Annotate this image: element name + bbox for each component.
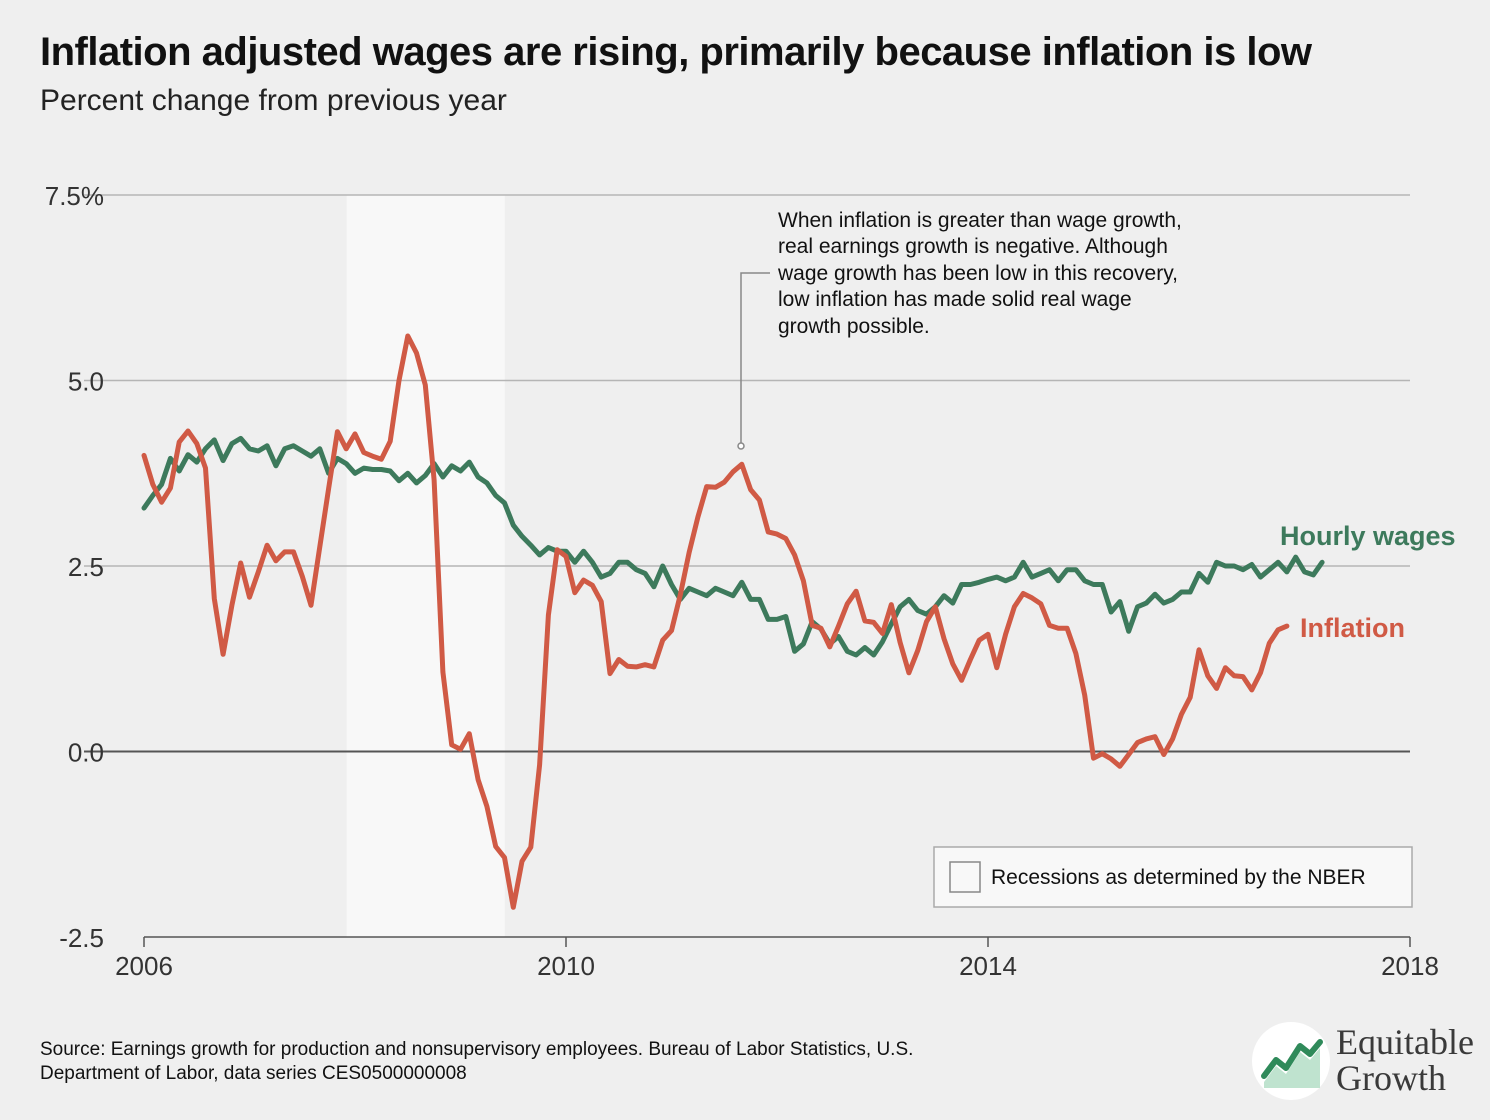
annotation-line-2: real earnings growth is negative. Althou… — [778, 235, 1168, 258]
series-line-inflation — [141, 333, 1290, 910]
logo-wordmark: Equitable Growth — [1336, 1024, 1474, 1096]
annotation: When inflation is greater than wage grow… — [737, 209, 1182, 450]
logo-text-line-1: Equitable — [1336, 1022, 1474, 1062]
source-line-2: Department of Labor, data series CES0500… — [40, 1063, 467, 1084]
y-tick-label-3: 5.0 — [68, 367, 104, 397]
annotation-line-3: wage growth has been low in this recover… — [777, 262, 1178, 285]
logo-chart-icon — [1252, 1022, 1330, 1100]
legend-recession-swatch — [949, 861, 981, 893]
annotation-line-1: When inflation is greater than wage grow… — [778, 209, 1182, 232]
series-label-wages: Hourly wages — [1280, 521, 1456, 551]
y-tick-label-2: 2.5 — [68, 552, 104, 582]
legend: Recessions as determined by the NBER — [933, 846, 1413, 908]
legend-recession-label: Recessions as determined by the NBER — [991, 866, 1366, 889]
source-line-1: Source: Earnings growth for production a… — [40, 1039, 914, 1060]
equitable-growth-logo: Equitable Growth — [1252, 1018, 1488, 1104]
y-tick-label-4: 7.5% — [45, 181, 104, 211]
series-label-inflation: Inflation — [1300, 613, 1405, 643]
x-tick-label-0: 2006 — [115, 951, 173, 981]
legend-box — [933, 846, 1413, 908]
series-labels: Hourly wages Inflation — [1280, 521, 1456, 643]
chart-title: Inflation adjusted wages are rising, pri… — [40, 30, 1312, 74]
gridlines — [84, 194, 1411, 947]
annotation-line-5: growth possible. — [778, 315, 930, 338]
y-tick-label-1: 0.0 — [68, 738, 104, 768]
x-tick-label-1: 2010 — [537, 951, 595, 981]
chart-subtitle: Percent change from previous year — [40, 84, 507, 117]
x-tick-label-2: 2014 — [959, 951, 1017, 981]
series-lines — [141, 333, 1325, 910]
axis-tick-labels: -2.5 0.0 2.5 5.0 7.5% 2006 2010 2014 2018 — [45, 181, 1439, 981]
x-tick-label-3: 2018 — [1381, 951, 1439, 981]
annotation-line-4: low inflation has made solid real wage — [778, 288, 1132, 311]
source-note: Source: Earnings growth for production a… — [40, 1038, 1160, 1086]
series-line-hourly-wages — [141, 435, 1325, 658]
logo-text-line-2: Growth — [1336, 1058, 1446, 1098]
annotation-leader-line — [740, 272, 770, 444]
annotation-leader-dot — [737, 442, 745, 450]
y-tick-label-0: -2.5 — [59, 923, 104, 953]
